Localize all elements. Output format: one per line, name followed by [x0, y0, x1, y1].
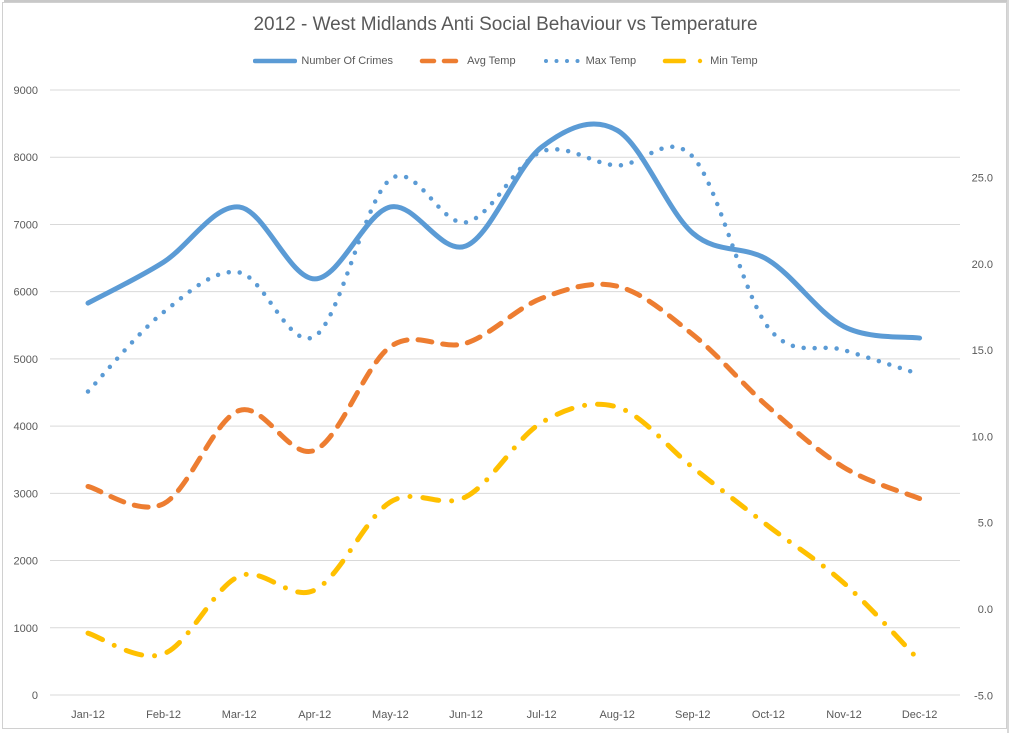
x-tick-label: Jun-12	[449, 709, 483, 721]
left-tick-label: 1000	[14, 623, 38, 635]
left-tick-label: 0	[32, 690, 38, 702]
gridlines	[50, 89, 960, 696]
x-tick-label: Jul-12	[527, 709, 557, 721]
right-tick-label: -5.0	[974, 690, 993, 702]
series-line-number-of-crimes[interactable]	[85, 121, 923, 341]
x-axis-ticks: Jan-12 Feb-12 Mar-12 Apr-12 May-12 Jun-12 Jul-…	[71, 709, 937, 721]
legend-swatch-dash	[419, 58, 463, 64]
legend-item-min-temp: Min Temp	[662, 55, 758, 67]
legend-label: Min Temp	[710, 55, 758, 67]
right-tick-label: 15.0	[972, 345, 993, 357]
left-tick-label: 7000	[14, 219, 38, 231]
series-line-max-temp[interactable]	[85, 144, 922, 394]
left-tick-label: 8000	[14, 152, 38, 164]
legend-label: Max Temp	[585, 55, 637, 67]
x-tick-label: Sep-12	[675, 709, 710, 721]
right-axis-ticks: -5.0 0.0 5.0 10.0 15.0 20.0 25.0	[972, 173, 993, 703]
right-tick-label: 5.0	[978, 518, 993, 530]
x-tick-label: Feb-12	[146, 709, 181, 721]
series-lines	[85, 121, 923, 664]
legend-swatch-dashdot	[662, 58, 703, 64]
legend-item-crimes: Number Of Crimes	[253, 55, 393, 67]
x-tick-label: Mar-12	[222, 709, 257, 721]
right-tick-label: 10.0	[972, 431, 993, 443]
x-tick-label: Jan-12	[71, 709, 105, 721]
x-tick-label: Dec-12	[902, 709, 937, 721]
x-tick-label: Apr-12	[298, 709, 331, 721]
legend: Number Of Crimes Avg Temp Max Temp Min T…	[0, 55, 1011, 67]
left-tick-label: 3000	[14, 488, 38, 500]
legend-item-max-temp: Max Temp	[542, 55, 637, 67]
chart-frame-top-edge	[4, 0, 1007, 2]
legend-item-avg-temp: Avg Temp	[419, 55, 516, 67]
right-tick-label: 0.0	[978, 604, 993, 616]
left-tick-label: 6000	[14, 287, 38, 299]
x-tick-label: Nov-12	[826, 709, 861, 721]
chart-frame-right-edge	[1007, 0, 1009, 733]
legend-label: Avg Temp	[467, 55, 516, 67]
right-tick-label: 20.0	[972, 259, 993, 271]
left-tick-label: 9000	[14, 85, 38, 97]
x-tick-label: Aug-12	[599, 709, 634, 721]
series-line-min-temp[interactable]	[85, 401, 923, 664]
left-tick-label: 5000	[14, 354, 38, 366]
left-tick-label: 2000	[14, 556, 38, 568]
legend-swatch-solid	[253, 58, 298, 64]
x-tick-label: May-12	[372, 709, 409, 721]
chart-title: 2012 - West Midlands Anti Social Behavio…	[253, 14, 758, 35]
x-tick-label: Oct-12	[752, 709, 785, 721]
left-tick-label: 4000	[14, 421, 38, 433]
series-line-avg-temp[interactable]	[85, 281, 923, 510]
legend-label: Number Of Crimes	[301, 55, 394, 67]
right-tick-label: 25.0	[972, 173, 993, 185]
left-axis-ticks: 0 1000 2000 3000 4000 5000 6000 7000 8000 9000	[14, 85, 38, 702]
